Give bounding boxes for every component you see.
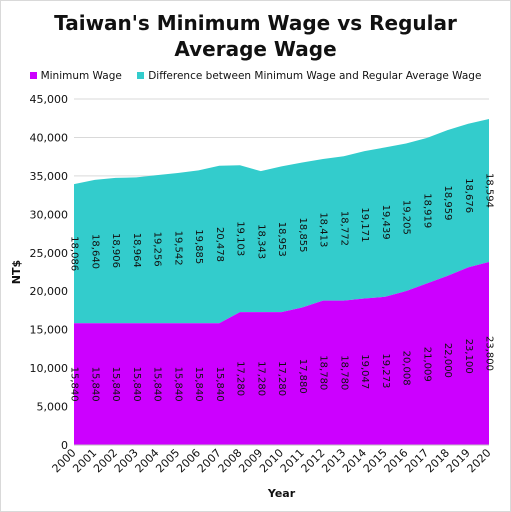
data-label-difference: 18,676 xyxy=(463,178,474,213)
x-axis-title: Year xyxy=(267,487,296,500)
area-difference xyxy=(74,119,489,324)
data-label-difference: 19,542 xyxy=(172,231,183,266)
data-label-difference: 18,640 xyxy=(89,234,100,269)
data-label-difference: 18,919 xyxy=(421,193,432,228)
y-tick-label: 30,000 xyxy=(30,208,69,221)
x-tick-label: 2020 xyxy=(465,446,494,475)
data-label-difference: 18,413 xyxy=(318,212,329,247)
y-tick-label: 10,000 xyxy=(30,362,69,375)
y-tick-label: 15,000 xyxy=(30,324,69,337)
data-label-difference: 18,772 xyxy=(338,211,349,246)
data-label-difference: 19,103 xyxy=(235,221,246,256)
y-tick-label: 20,000 xyxy=(30,285,69,298)
data-label-difference: 19,885 xyxy=(193,229,204,264)
area-minimum-wage xyxy=(74,262,489,445)
y-tick-label: 25,000 xyxy=(30,247,69,260)
data-label-minimum-wage: 20,008 xyxy=(401,351,412,386)
data-label-difference: 19,171 xyxy=(359,207,370,242)
data-label-minimum-wage: 23,800 xyxy=(484,336,495,371)
data-label-minimum-wage: 17,280 xyxy=(235,361,246,396)
data-label-minimum-wage: 19,047 xyxy=(359,354,370,389)
data-label-difference: 18,953 xyxy=(276,222,287,257)
data-label-minimum-wage: 19,273 xyxy=(380,353,391,388)
data-label-difference: 18,594 xyxy=(484,173,495,208)
data-label-minimum-wage: 15,840 xyxy=(193,367,204,402)
legend-swatch-minimum-wage xyxy=(29,72,37,79)
data-label-difference: 18,906 xyxy=(110,233,121,268)
data-label-difference: 18,086 xyxy=(69,236,80,271)
data-label-difference: 19,256 xyxy=(152,232,163,267)
y-tick-label: 40,000 xyxy=(30,131,69,144)
data-label-minimum-wage: 15,840 xyxy=(172,367,183,402)
y-tick-label: 0 xyxy=(61,439,68,452)
data-label-difference: 18,343 xyxy=(255,224,266,259)
data-label-minimum-wage: 23,100 xyxy=(463,339,474,374)
y-tick-label: 35,000 xyxy=(30,170,69,183)
legend-swatch-difference xyxy=(137,72,145,79)
y-tick-label: 5,000 xyxy=(37,401,69,414)
data-label-difference: 18,959 xyxy=(442,185,453,220)
chart-title-line-2: Average Wage xyxy=(174,37,337,61)
data-label-minimum-wage: 15,840 xyxy=(110,367,121,402)
data-label-difference: 18,964 xyxy=(131,233,142,268)
data-label-minimum-wage: 15,840 xyxy=(152,367,163,402)
data-label-minimum-wage: 17,280 xyxy=(276,361,287,396)
y-axis-title: NT$ xyxy=(10,260,23,284)
data-label-difference: 19,439 xyxy=(380,205,391,240)
legend-item-difference: Difference between Minimum Wage and Regu… xyxy=(137,70,481,82)
data-label-minimum-wage: 17,280 xyxy=(255,361,266,396)
data-label-minimum-wage: 15,840 xyxy=(69,367,80,402)
data-label-difference: 18,855 xyxy=(297,218,308,253)
legend-label-minimum-wage: Minimum Wage xyxy=(40,70,122,82)
data-label-minimum-wage: 15,840 xyxy=(131,367,142,402)
data-label-minimum-wage: 18,780 xyxy=(318,355,329,390)
data-label-difference: 19,205 xyxy=(401,200,412,235)
data-label-minimum-wage: 22,000 xyxy=(442,343,453,378)
y-tick-label: 45,000 xyxy=(30,93,69,106)
data-label-difference: 20,478 xyxy=(214,227,225,262)
data-label-minimum-wage: 18,780 xyxy=(338,355,349,390)
data-label-minimum-wage: 15,840 xyxy=(89,367,100,402)
chart-title-line-1: Taiwan's Minimum Wage vs Regular xyxy=(54,11,457,35)
data-label-minimum-wage: 15,840 xyxy=(214,367,225,402)
data-label-minimum-wage: 17,880 xyxy=(297,359,308,394)
data-label-minimum-wage: 21,009 xyxy=(421,347,432,382)
legend: Minimum Wage Difference between Minimum … xyxy=(1,70,510,82)
legend-label-difference: Difference between Minimum Wage and Regu… xyxy=(148,70,482,82)
legend-item-minimum-wage: Minimum Wage xyxy=(29,70,122,82)
